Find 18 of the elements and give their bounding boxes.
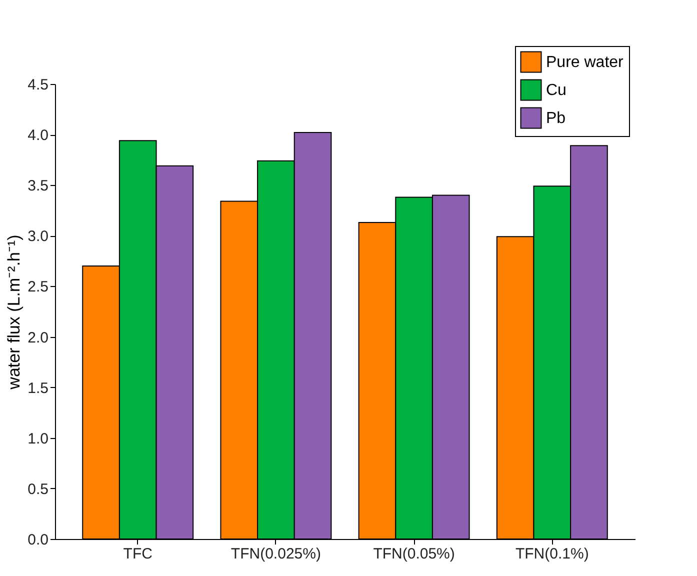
y-tick-label: 4.5 [28,76,48,94]
y-tick-label: 2.0 [28,329,48,346]
y-tick-label: 2.5 [28,278,48,296]
y-tick-label: 3.5 [28,178,48,195]
y-tick-label: 4.0 [28,127,48,144]
y-tick-label: 0.0 [28,532,48,548]
y-tick-label: 0.5 [28,480,48,498]
x-tick-label: TFN(0.1%) [515,546,589,562]
y-axis-title: water flux (L.m⁻².h⁻¹) [4,234,24,390]
x-tick-label: TFN(0.05%) [373,546,455,562]
y-tick-label: 1.5 [28,380,48,397]
legend-label: Cu [546,82,566,99]
y-tick-label: 3.0 [28,228,48,246]
y-tick-label: 1.0 [28,430,48,448]
legend-label: Pb [546,110,566,127]
x-tick-label: TFC [123,546,153,562]
legend-label: Pure water [546,54,624,71]
x-tick-label: TFN(0.025%) [230,546,321,562]
